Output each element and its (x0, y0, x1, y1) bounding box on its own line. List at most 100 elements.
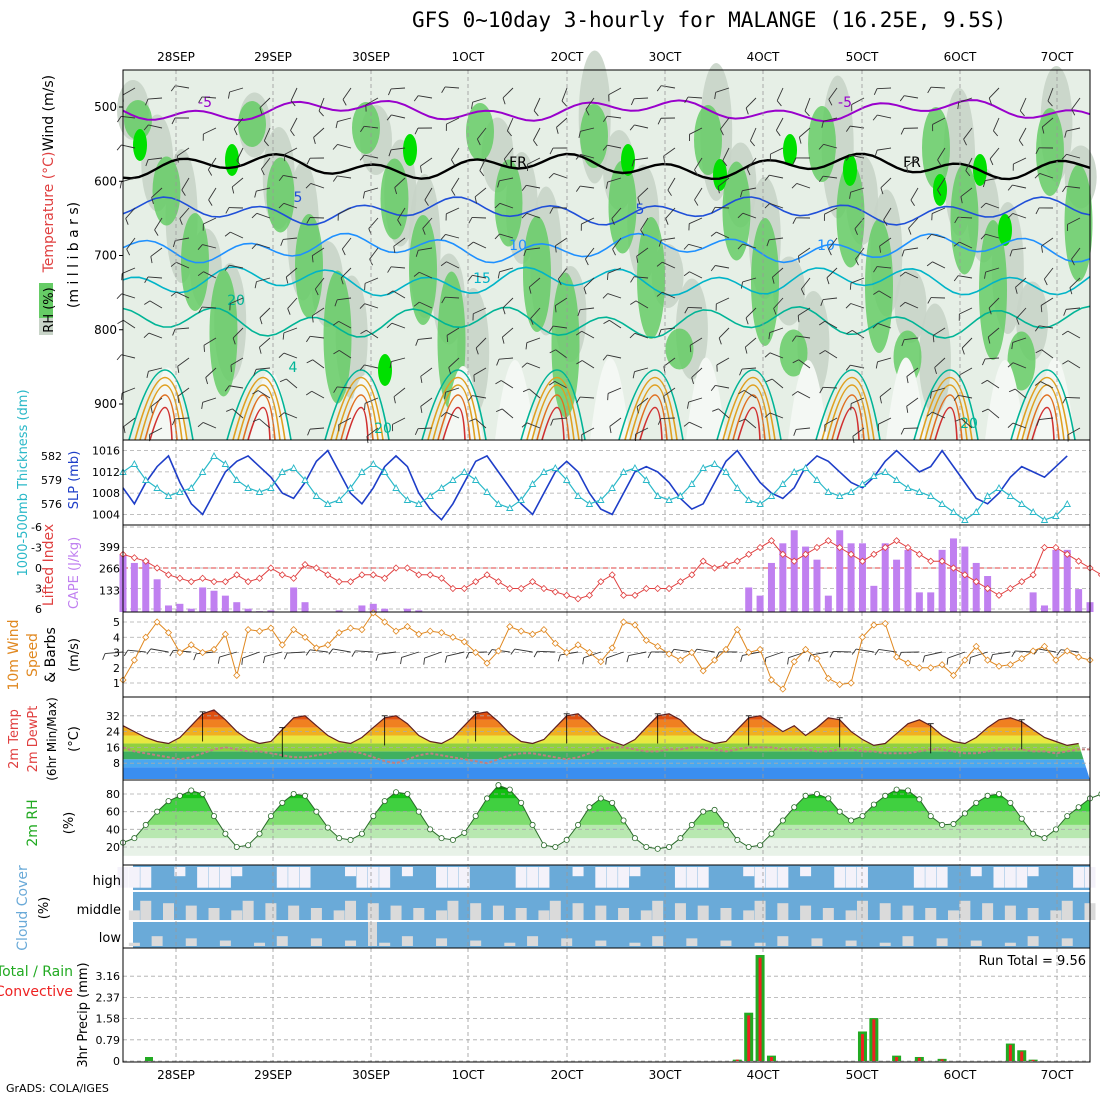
wind-marker (199, 648, 207, 657)
thickness-marker (506, 504, 514, 511)
wind-marker (915, 664, 923, 672)
isotherm-cone (139, 384, 183, 441)
wind-barb (694, 157, 703, 176)
wind-barb (440, 411, 460, 419)
lifted-tick-label: -3 (31, 542, 42, 555)
wind-barb (145, 157, 163, 167)
wind-marker (654, 642, 662, 650)
cape-bar (142, 559, 150, 612)
cloud-high-cell (743, 867, 755, 877)
lifted-marker (312, 564, 320, 572)
cape-bar (1040, 605, 1048, 612)
wind-barb (901, 247, 919, 257)
rh-marker (677, 835, 684, 842)
date-label-bottom: 4OCT (747, 1068, 780, 1080)
lifted-marker (802, 550, 810, 558)
wind-barb (554, 297, 568, 313)
thickness-marker (1029, 508, 1037, 515)
isotherm-cone (134, 376, 188, 441)
contour-label: -5 (838, 95, 852, 111)
cloud-middle-cell (777, 903, 789, 920)
wind-barb (609, 417, 622, 434)
wind-barb (769, 147, 784, 161)
date-label-bottom: 6OCT (944, 1068, 977, 1080)
wind-barb (900, 127, 919, 135)
cloud-cells (117, 867, 1096, 946)
date-label-bottom: 29SEP (254, 1068, 292, 1080)
ylabel-slp: SLP (mb) (67, 451, 82, 510)
thickness-marker (722, 468, 730, 475)
wind-barb (879, 237, 892, 253)
wind-marker (722, 645, 730, 654)
isotherm-cone (722, 376, 776, 441)
lifted-marker (688, 571, 696, 579)
wind-barb (556, 117, 568, 134)
wind-barb (715, 297, 730, 311)
wind-barb (311, 307, 325, 323)
wind-barb (899, 301, 919, 309)
isotherm-cone (716, 369, 782, 441)
cloud-low-cell (1061, 938, 1073, 946)
rh-marker (882, 792, 889, 799)
wind-barb (413, 95, 433, 102)
thickness-marker (426, 492, 434, 499)
cloud-middle-cell (652, 900, 664, 920)
wind-barb (906, 367, 919, 384)
surface-barb (123, 649, 146, 657)
cape-bar (1052, 549, 1060, 612)
wind-barb (144, 276, 163, 283)
wind-barb (658, 237, 676, 247)
rh-dry-column (788, 360, 828, 440)
wind-barb (899, 271, 919, 279)
wind-barb (527, 157, 541, 171)
thickness-marker (176, 488, 184, 495)
wind-barb (415, 337, 433, 346)
wind-barb (773, 297, 784, 315)
rh-marker (1064, 813, 1071, 820)
wind-barb (1007, 184, 1027, 191)
rh-dry-area (773, 256, 806, 326)
surface-barb (740, 651, 761, 663)
contour-label: FR (509, 155, 527, 171)
thickness-marker (585, 500, 594, 507)
wind-tick-label: 2 (113, 662, 120, 675)
rh-bands (123, 785, 1090, 856)
cloud-high-cell (379, 867, 391, 888)
isotherm-cone (232, 376, 286, 441)
cloud-middle-cell (128, 910, 140, 920)
wind-barb (150, 247, 163, 264)
lifted-marker (176, 574, 184, 582)
wind-marker (585, 648, 594, 657)
thickness-marker (1052, 512, 1060, 519)
rh-marker (449, 836, 456, 843)
wind-barb (965, 157, 973, 177)
isotherm-cone (618, 369, 684, 441)
cloud-high-cell (128, 867, 140, 888)
wind-barb (824, 417, 838, 432)
wind-barb (170, 261, 190, 269)
wind-marker (824, 674, 832, 682)
wind-markers (119, 609, 1094, 693)
cloud-middle-cell (333, 910, 345, 920)
cloud-low-cell (720, 940, 732, 946)
rh-marker (973, 799, 980, 806)
cloud-low-cell (151, 936, 163, 946)
wind-barb (722, 147, 730, 167)
wind-barb (143, 332, 163, 339)
wind-barb (548, 173, 568, 179)
wind-barb (202, 217, 217, 231)
wind-marker (221, 630, 229, 638)
rh-marker (961, 810, 968, 817)
lifted-marker (472, 578, 480, 586)
wind-barb (926, 261, 946, 269)
cape-tick-label: 399 (99, 541, 120, 554)
isotherm-cone (1010, 369, 1076, 441)
wind-barb (1071, 97, 1081, 116)
cloud-high-cell (606, 867, 618, 888)
cloud-low-cell (686, 938, 698, 946)
surface-barb (510, 648, 533, 655)
wind-barb (992, 117, 1000, 137)
cloud-low-cell (128, 942, 140, 946)
cloud-low-cell (754, 942, 766, 946)
cloud-high-cell (208, 867, 220, 888)
